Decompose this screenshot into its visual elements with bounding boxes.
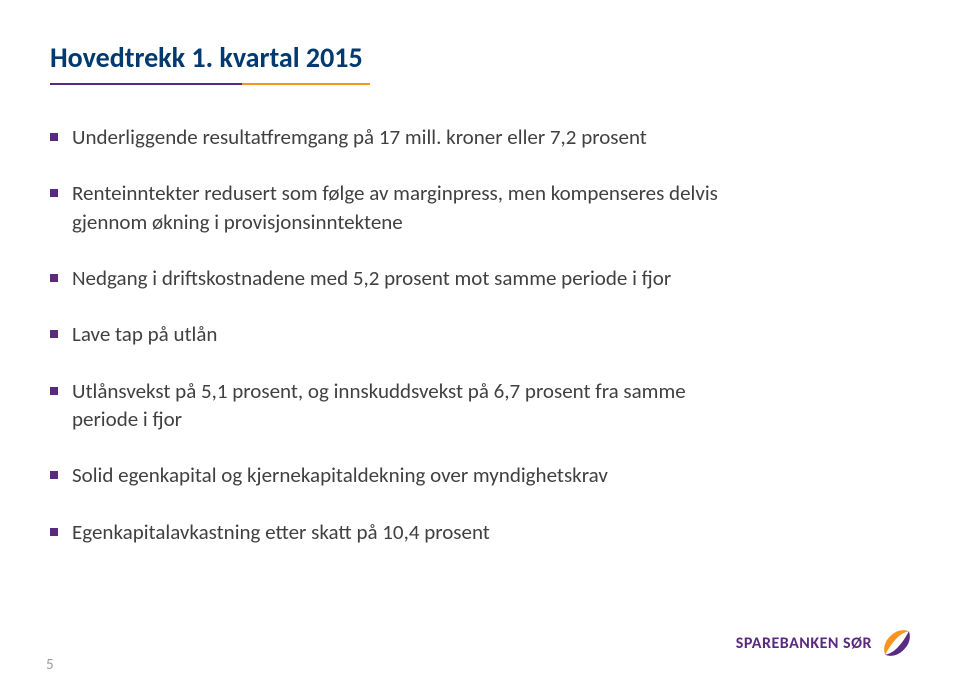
list-item: Utlånsvekst på 5,1 prosent, og innskudds… — [50, 377, 750, 434]
bullet-list: Underliggende resultatfremgang på 17 mil… — [50, 123, 750, 546]
page-number: 5 — [46, 656, 54, 674]
bullet-text: Underliggende resultatfremgang på 17 mil… — [72, 124, 647, 150]
bullet-text: Utlånsvekst på 5,1 prosent, og innskudds… — [72, 378, 686, 432]
slide: Hovedtrekk 1. kvartal 2015 Underliggende… — [0, 0, 960, 696]
logo: SPAREBANKEN SØR — [736, 626, 914, 660]
logo-mark-icon — [880, 626, 914, 660]
logo-text: SPAREBANKEN SØR — [736, 634, 872, 653]
list-item: Solid egenkapital og kjernekapitaldeknin… — [50, 461, 750, 489]
list-item: Lave tap på utlån — [50, 320, 750, 348]
bullet-text: Solid egenkapital og kjernekapitaldeknin… — [72, 462, 608, 488]
page-title: Hovedtrekk 1. kvartal 2015 — [50, 40, 900, 75]
bullet-text: Egenkapitalavkastning etter skatt på 10,… — [72, 519, 490, 545]
list-item: Egenkapitalavkastning etter skatt på 10,… — [50, 518, 750, 546]
bullet-text: Nedgang i driftskostnadene med 5,2 prose… — [72, 265, 671, 291]
title-underline — [50, 83, 370, 85]
bullet-text: Renteinntekter redusert som følge av mar… — [72, 180, 718, 234]
bullet-text: Lave tap på utlån — [72, 321, 217, 347]
list-item: Underliggende resultatfremgang på 17 mil… — [50, 123, 750, 151]
list-item: Renteinntekter redusert som følge av mar… — [50, 179, 750, 236]
list-item: Nedgang i driftskostnadene med 5,2 prose… — [50, 264, 750, 292]
